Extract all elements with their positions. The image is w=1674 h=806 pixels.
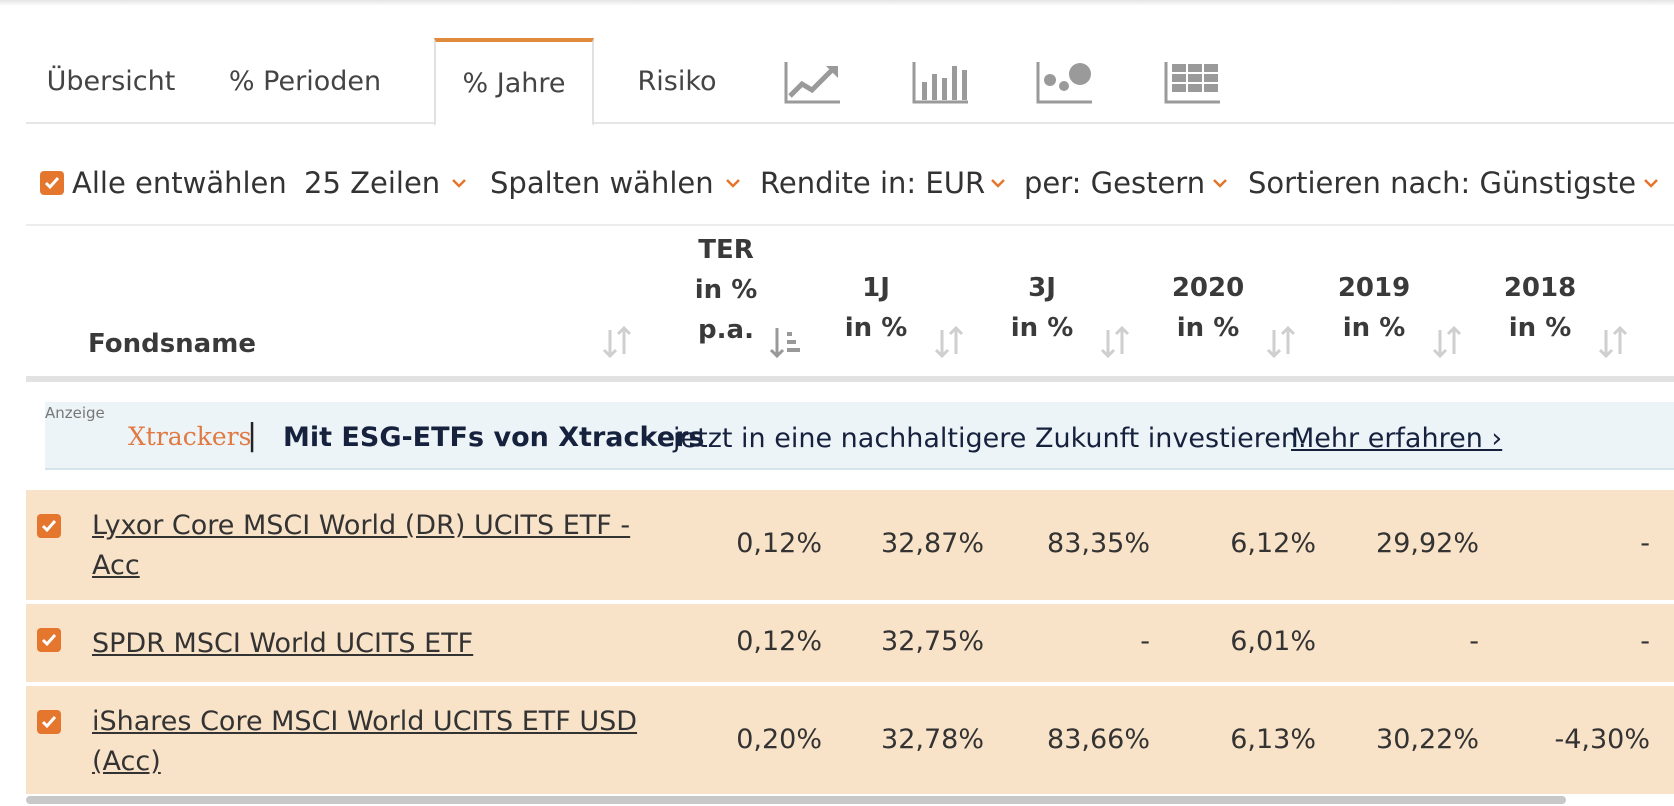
column-header-2018[interactable]: 2018 in %: [1503, 273, 1577, 343]
sort-label: Sortieren nach: Günstigste: [1248, 166, 1637, 200]
tab-label: Risiko: [637, 65, 717, 97]
cell-1j: 32,78%: [881, 724, 984, 755]
date-label: per: Gestern: [1024, 166, 1206, 200]
sort-icon[interactable]: [932, 324, 966, 360]
sort-descending-icon[interactable]: [768, 324, 802, 360]
tab-label: Übersicht: [46, 65, 176, 97]
rows-per-page-select[interactable]: 25 Zeilen: [304, 166, 468, 200]
bar-chart-icon[interactable]: [910, 58, 970, 106]
sort-icon[interactable]: [1430, 324, 1464, 360]
sort-icon[interactable]: [1596, 324, 1630, 360]
column-header-2019[interactable]: 2019 in %: [1337, 273, 1411, 343]
cell-1j: 32,87%: [881, 528, 984, 559]
tab-uebersicht[interactable]: Übersicht: [26, 38, 196, 124]
cell-3j: 83,35%: [1047, 528, 1150, 559]
fund-name-link[interactable]: iShares Core MSCI World UCITS ETF USD (Ac…: [92, 706, 638, 777]
table-row[interactable]: Lyxor Core MSCI World (DR) UCITS ETF - Ac…: [26, 490, 1674, 602]
cell-ter: 0,20%: [736, 724, 822, 755]
column-header-ter[interactable]: TER in % p.a.: [694, 235, 758, 345]
cell-2019: 29,92%: [1376, 528, 1479, 559]
cell-2018: -: [1640, 528, 1650, 559]
ad-tag: Anzeige: [45, 404, 105, 422]
cell-2019: 30,22%: [1376, 724, 1479, 755]
grid-table-icon[interactable]: [1162, 58, 1222, 106]
cell-2020: 6,13%: [1230, 724, 1316, 755]
column-header-1j[interactable]: 1J in %: [844, 273, 908, 343]
chevron-down-icon: [989, 174, 1007, 192]
sort-icon[interactable]: [1264, 324, 1298, 360]
ad-banner[interactable]: [45, 402, 1674, 470]
column-header-2020[interactable]: 2020 in %: [1171, 273, 1245, 343]
row-checkbox-icon[interactable]: [37, 514, 61, 538]
table-row[interactable]: SPDR MSCI World UCITS ETF 0,12% 32,75% -…: [26, 604, 1674, 684]
cell-1j: 32,75%: [881, 626, 984, 657]
filter-toolbar: Alle entwählen 25 Zeilen Spalten wählen …: [26, 152, 1674, 226]
scatter-chart-icon[interactable]: [1034, 58, 1094, 106]
sort-select[interactable]: Sortieren nach: Günstigste: [1248, 166, 1660, 200]
fund-name-link[interactable]: Lyxor Core MSCI World (DR) UCITS ETF - Ac…: [92, 510, 631, 581]
currency-select[interactable]: Rendite in: EUR: [760, 166, 1007, 200]
tab-jahre[interactable]: % Jahre: [434, 38, 594, 126]
xtrackers-logo: Xtrackers: [128, 422, 252, 451]
table-row[interactable]: iShares Core MSCI World UCITS ETF USD (Ac…: [26, 686, 1674, 796]
tab-label: % Perioden: [228, 65, 382, 97]
cell-2019: -: [1469, 626, 1479, 657]
row-checkbox-icon[interactable]: [37, 710, 61, 734]
sort-icon[interactable]: [1098, 324, 1132, 360]
ad-more-link[interactable]: Mehr erfahren ›: [1291, 423, 1503, 454]
sort-icon[interactable]: [600, 324, 634, 360]
chevron-down-icon: [1642, 174, 1660, 192]
ad-headline: Mit ESG-ETFs von Xtrackers: [283, 422, 705, 453]
tab-risiko[interactable]: Risiko: [622, 38, 732, 124]
currency-label: Rendite in: EUR: [760, 166, 986, 200]
checkbox-checked-icon[interactable]: [40, 171, 64, 195]
cell-3j: 83,66%: [1047, 724, 1150, 755]
ad-separator: |: [247, 418, 258, 453]
cell-ter: 0,12%: [736, 528, 822, 559]
cell-2020: 6,01%: [1230, 626, 1316, 657]
select-columns-label: Spalten wählen: [490, 166, 714, 200]
rows-per-page-label: 25 Zeilen: [304, 166, 441, 200]
column-header-3j[interactable]: 3J in %: [1010, 273, 1074, 343]
date-select[interactable]: per: Gestern: [1024, 166, 1229, 200]
ad-text: jetzt in eine nachhaltigere Zukunft inve…: [673, 423, 1307, 454]
horizontal-scrollbar[interactable]: [26, 796, 1566, 804]
cell-3j: -: [1140, 626, 1150, 657]
chevron-down-icon: [724, 174, 742, 192]
cell-ter: 0,12%: [736, 626, 822, 657]
select-columns-dropdown[interactable]: Spalten wählen: [490, 166, 742, 200]
deselect-all-label: Alle entwählen: [72, 166, 287, 200]
tab-perioden[interactable]: % Perioden: [208, 38, 402, 124]
column-header-fondsname[interactable]: Fondsname: [88, 329, 256, 359]
deselect-all-toggle[interactable]: Alle entwählen: [40, 166, 287, 200]
chevron-down-icon: [450, 174, 468, 192]
line-chart-icon[interactable]: [782, 58, 842, 106]
top-shadow: [0, 0, 1674, 6]
tab-label: % Jahre: [462, 67, 566, 99]
cell-2020: 6,12%: [1230, 528, 1316, 559]
cell-2018: -4,30%: [1554, 724, 1650, 755]
chevron-down-icon: [1211, 174, 1229, 192]
cell-2018: -: [1640, 626, 1650, 657]
table-header: Fondsname TER in % p.a. 1J in % 3J in % 2020…: [26, 226, 1674, 382]
tab-bar: Übersicht % Perioden % Jahre Risiko: [26, 38, 1674, 126]
fund-name-link[interactable]: SPDR MSCI World UCITS ETF: [92, 628, 474, 659]
row-checkbox-icon[interactable]: [37, 628, 61, 652]
